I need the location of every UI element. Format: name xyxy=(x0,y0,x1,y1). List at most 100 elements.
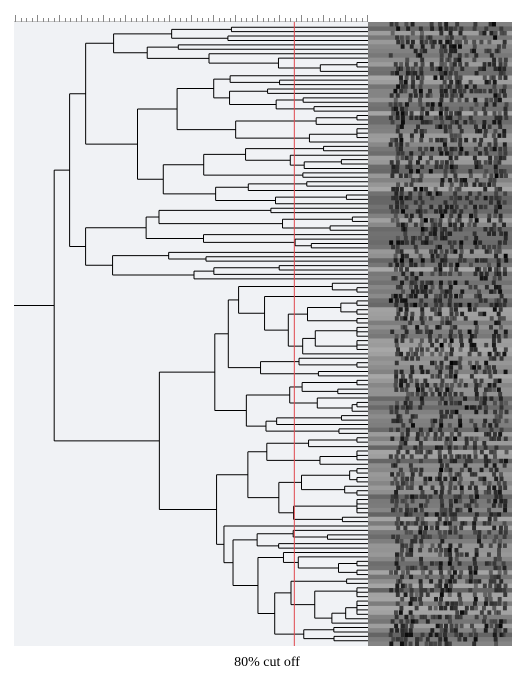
gel-band xyxy=(409,213,414,219)
gel-band xyxy=(496,267,501,272)
gel-band xyxy=(492,57,497,63)
gel-band xyxy=(448,155,453,161)
gel-band xyxy=(492,525,497,531)
gel-band xyxy=(415,289,420,295)
gel-band xyxy=(474,547,479,553)
gel-band xyxy=(453,436,458,442)
gel-band xyxy=(400,151,405,157)
gel-band xyxy=(489,173,494,179)
gel-band xyxy=(399,146,403,152)
gel-band xyxy=(389,409,394,415)
gel-band xyxy=(494,209,499,215)
gel-band xyxy=(409,623,414,629)
gel-band xyxy=(404,106,409,112)
gel-band xyxy=(395,218,400,223)
gel-band xyxy=(393,213,398,219)
gel-band xyxy=(430,628,435,634)
gel-band xyxy=(454,178,459,183)
gel-band xyxy=(390,218,395,223)
gel-band xyxy=(423,209,428,215)
gel-band xyxy=(502,351,507,357)
gel-band xyxy=(473,579,478,584)
gel-band xyxy=(459,490,464,495)
gel-band xyxy=(405,253,409,259)
gel-band xyxy=(489,436,494,442)
gel-band xyxy=(457,481,462,486)
gel-band xyxy=(420,258,425,264)
gel-band xyxy=(418,26,423,32)
gel-band xyxy=(452,476,457,482)
gel-band xyxy=(459,467,464,473)
gel-band xyxy=(452,44,457,50)
gel-band xyxy=(415,209,420,215)
gel-band xyxy=(468,262,473,268)
gel-lane xyxy=(368,588,512,593)
gel-band xyxy=(408,218,413,223)
gel-band xyxy=(395,169,399,174)
gel-band xyxy=(447,449,452,455)
gel-band xyxy=(433,235,438,241)
gel-band xyxy=(444,579,449,584)
gel-band xyxy=(502,481,507,486)
gel-band xyxy=(444,66,449,72)
gel-band xyxy=(428,93,433,99)
gel-band xyxy=(474,258,479,264)
gel-band xyxy=(418,530,423,535)
gel-band xyxy=(422,316,427,322)
gel-band xyxy=(419,347,424,353)
gel-band xyxy=(434,547,439,553)
gel-band xyxy=(396,525,401,531)
gel-band xyxy=(444,641,449,646)
gel-band xyxy=(498,289,503,295)
gel-band xyxy=(395,71,400,76)
gel-band xyxy=(484,405,489,411)
gel-band xyxy=(444,374,449,379)
gel-band xyxy=(447,280,452,286)
gel-band xyxy=(503,329,508,335)
gel-band xyxy=(413,222,418,228)
gel-band xyxy=(400,222,405,228)
gel-band xyxy=(420,227,425,232)
gel-band xyxy=(460,311,465,317)
gel-lane xyxy=(368,396,512,402)
gel-band xyxy=(478,142,483,148)
gel-band xyxy=(498,155,503,161)
gel-lane xyxy=(368,619,512,625)
gel-band xyxy=(404,632,409,638)
gel-band xyxy=(468,115,473,121)
gel-band xyxy=(403,227,408,232)
gel-band xyxy=(425,160,430,166)
gel-band xyxy=(447,592,452,598)
gel-band xyxy=(444,249,449,255)
gel-band xyxy=(429,218,434,223)
gel-band xyxy=(496,574,501,580)
gel-band xyxy=(459,209,464,215)
gel-band xyxy=(398,133,403,139)
gel-band xyxy=(394,369,399,375)
gel-band xyxy=(400,338,405,344)
gel-band xyxy=(410,365,414,371)
gel-band xyxy=(388,115,393,121)
gel-band xyxy=(439,592,444,598)
gel-band xyxy=(482,106,486,112)
gel-band xyxy=(477,534,481,540)
gel-band xyxy=(425,619,430,625)
gel-band xyxy=(477,539,482,544)
gel-band xyxy=(467,503,472,509)
gel-band xyxy=(443,476,448,482)
gel-band xyxy=(408,97,413,103)
gel-band xyxy=(410,481,415,486)
gel-band xyxy=(483,409,488,415)
gel-band xyxy=(423,378,428,384)
gel-band xyxy=(482,88,487,94)
gel-band xyxy=(425,449,430,455)
gel-band xyxy=(459,182,464,188)
gel-band xyxy=(489,427,494,433)
gel-band xyxy=(403,637,408,642)
gel-band xyxy=(487,267,492,272)
gel-band xyxy=(398,507,403,513)
gel-band xyxy=(444,231,449,237)
gel-band xyxy=(439,605,443,611)
gel-band xyxy=(493,93,498,99)
gel-band xyxy=(457,454,462,460)
